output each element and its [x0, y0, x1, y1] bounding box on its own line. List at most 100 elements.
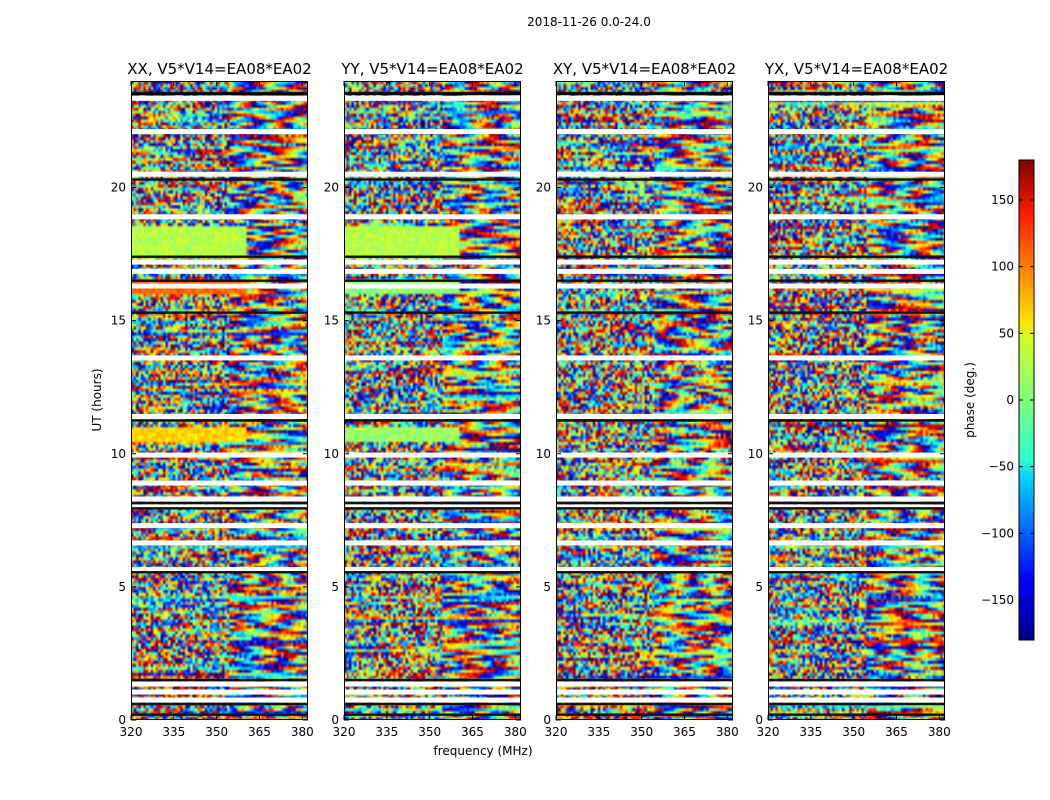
flagged-row — [131, 355, 308, 361]
dark-row — [131, 702, 308, 706]
flagged-row — [556, 504, 733, 510]
flagged-row — [344, 214, 521, 220]
axes-frame — [344, 81, 521, 720]
heatmap-image — [556, 81, 733, 720]
panel-title: YY, V5*V14=EA08*EA02 — [340, 60, 523, 78]
x-tick-label: 335 — [587, 725, 610, 739]
top-edge-line — [131, 93, 308, 95]
flagged-row — [556, 689, 733, 695]
colorbar: 150 100 50 0 −50 −100 −150 phase (deg.) — [963, 159, 1035, 641]
x-tick-label: 380 — [291, 725, 314, 739]
flagged-row — [131, 171, 308, 177]
flagged-row — [556, 413, 733, 419]
y-tick-label: 0 — [755, 713, 763, 727]
dark-row — [556, 311, 733, 314]
dark-row — [344, 255, 521, 258]
flagged-row — [344, 268, 521, 274]
x-tick-label: 320 — [757, 725, 780, 739]
dark-row — [556, 713, 733, 716]
flagged-row — [768, 681, 945, 687]
dark-row — [556, 678, 733, 682]
dark-row — [131, 419, 308, 422]
x-tick-label: 350 — [630, 725, 653, 739]
flagged-row — [768, 413, 945, 419]
flagged-row — [556, 567, 733, 573]
y-tick-label: 15 — [324, 314, 339, 328]
flagged-row — [131, 452, 308, 458]
flagged-row — [131, 540, 308, 546]
colorbar-tick-label: −150 — [981, 593, 1014, 607]
flagged-row — [556, 496, 733, 502]
flagged-row — [556, 268, 733, 274]
flagged-row — [556, 540, 733, 546]
dark-row — [768, 178, 945, 181]
flagged-row — [344, 95, 521, 101]
y-tick-label: 0 — [543, 713, 551, 727]
flagged-row — [131, 567, 308, 573]
top-edge-line — [556, 93, 733, 95]
flagged-row — [768, 689, 945, 695]
flagged-row — [344, 171, 521, 177]
axes-frame — [556, 81, 733, 720]
figure-suptitle: 2018-11-26 0.0-24.0 — [527, 15, 651, 29]
dark-row — [556, 91, 733, 95]
dark-row — [768, 678, 945, 682]
flagged-row — [556, 480, 733, 486]
dark-row — [344, 678, 521, 682]
flagged-row — [131, 129, 308, 135]
flagged-row — [344, 129, 521, 135]
dark-row — [768, 311, 945, 314]
flagged-row — [344, 540, 521, 546]
dark-row — [131, 311, 308, 314]
heatmap-image — [768, 81, 945, 720]
flagged-row — [131, 413, 308, 419]
x-tick-label: 350 — [842, 725, 865, 739]
flagged-row — [344, 681, 521, 687]
dark-row — [768, 279, 945, 282]
dark-row — [131, 713, 308, 716]
dark-row — [556, 501, 733, 505]
panel-yy: YY, V5*V14=EA08*EA02 320 335 350 365 380 0 5 10 1… — [324, 60, 527, 739]
flagged-row — [556, 452, 733, 458]
dark-row — [556, 419, 733, 422]
y-tick-label: 15 — [536, 314, 551, 328]
y-tick-label: 5 — [118, 580, 126, 594]
dark-row — [768, 571, 945, 574]
flagged-row — [768, 540, 945, 546]
y-tick-label: 5 — [755, 580, 763, 594]
x-tick-label: 320 — [545, 725, 568, 739]
x-tick-label: 365 — [673, 725, 696, 739]
y-tick-label: 20 — [111, 181, 126, 195]
panel-xy: XY, V5*V14=EA08*EA02 320 335 350 365 380 0 5 10 1… — [536, 60, 739, 739]
flagged-row — [131, 504, 308, 510]
flagged-row — [556, 697, 733, 703]
panel-title: XX, V5*V14=EA08*EA02 — [127, 60, 311, 78]
flagged-row — [131, 689, 308, 695]
x-tick-label: 380 — [504, 725, 527, 739]
colorbar-ticks: 150 100 50 0 −50 −100 −150 — [981, 193, 1034, 607]
dark-row — [556, 702, 733, 706]
flagged-row — [131, 214, 308, 220]
dark-row — [556, 255, 733, 258]
colorbar-tick-label: 150 — [991, 193, 1014, 207]
panel-yx: YX, V5*V14=EA08*EA02 320 335 350 365 380 0 5 10 1… — [748, 60, 951, 739]
flagged-row — [768, 259, 945, 265]
dark-row — [131, 571, 308, 574]
flagged-row — [344, 567, 521, 573]
dark-row — [344, 311, 521, 314]
colorbar-tick-label: 50 — [999, 326, 1014, 340]
flagged-row — [768, 504, 945, 510]
dark-row — [344, 419, 521, 422]
heatmap-image — [344, 81, 521, 720]
x-axis-label: frequency (MHz) — [433, 744, 532, 758]
flagged-row — [556, 95, 733, 101]
dark-row — [768, 501, 945, 505]
flagged-row — [344, 413, 521, 419]
flagged-row — [131, 681, 308, 687]
flagged-row — [344, 496, 521, 502]
flagged-row — [768, 480, 945, 486]
x-tick-label: 320 — [120, 725, 143, 739]
x-tick-label: 380 — [716, 725, 739, 739]
dark-row — [131, 255, 308, 258]
